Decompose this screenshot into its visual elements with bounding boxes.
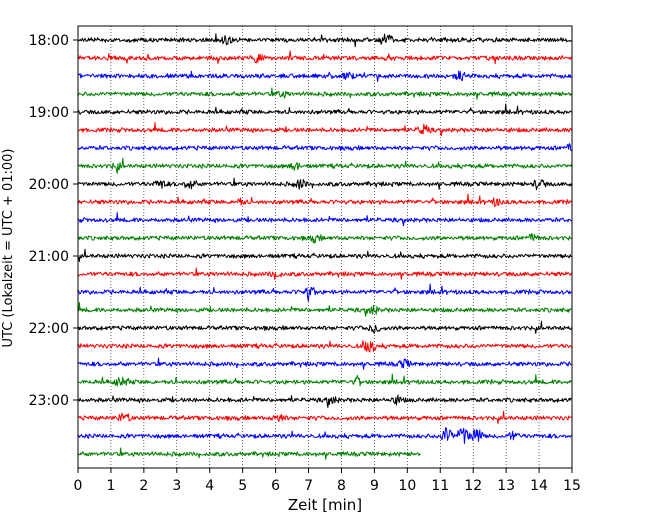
trace-1815	[77, 50, 572, 65]
trace-2215	[77, 340, 572, 353]
trace-2245	[77, 373, 572, 387]
trace-1800	[77, 33, 572, 48]
traces	[77, 33, 572, 460]
x-tick-label: 9	[370, 478, 379, 494]
plot-frame	[77, 25, 573, 469]
x-tick-label: 15	[563, 478, 581, 494]
trace-2015	[77, 193, 572, 208]
trace-2130	[77, 283, 572, 302]
y-axis-label: UTC (Lokalzeit = UTC + 01:00)	[1, 149, 16, 348]
x-tick-label: 1	[106, 478, 115, 494]
x-tick-label: 0	[74, 478, 83, 494]
trace-2030	[77, 212, 572, 227]
x-tick-label: 2	[139, 478, 148, 494]
x-tick-label: 4	[205, 478, 214, 494]
trace-2300	[77, 394, 572, 408]
x-tick-label: 13	[497, 478, 515, 494]
trace-2045	[77, 233, 572, 244]
x-tick-label: 7	[304, 478, 313, 494]
trace-2000	[77, 177, 572, 191]
x-tick-label: 11	[431, 478, 449, 494]
trace-2315	[77, 410, 572, 424]
x-axis-ticks: 0 1 2 3 4 5 6 7 8 9 10 11 12 13 14 15	[74, 468, 581, 494]
x-tick-label: 14	[530, 478, 548, 494]
trace-2345	[77, 447, 421, 460]
plot-area-background	[78, 26, 572, 468]
x-axis-label: Zeit [min]	[288, 496, 362, 514]
trace-2330	[77, 427, 572, 444]
y-axis-ticks: 18:00 19:00 20:00 21:00 22:00 23:00	[29, 33, 78, 409]
y-tick-label: 21:00	[29, 249, 69, 265]
trace-1945	[77, 157, 572, 174]
trace-1830	[77, 70, 572, 83]
y-tick-label: 22:00	[29, 321, 69, 337]
trace-1845	[77, 87, 572, 100]
x-tick-label: 3	[172, 478, 181, 494]
x-tick-label: 12	[464, 478, 482, 494]
trace-1900	[77, 103, 572, 115]
y-tick-label: 18:00	[29, 33, 69, 49]
trace-2200	[77, 320, 572, 334]
x-tick-label: 8	[337, 478, 346, 494]
trace-1930	[77, 143, 572, 152]
trace-2230	[77, 357, 572, 370]
trace-2100	[77, 248, 572, 262]
y-tick-label: 20:00	[29, 177, 69, 193]
x-tick-label: 6	[271, 478, 280, 494]
x-tick-label: 5	[238, 478, 247, 494]
trace-2145	[77, 302, 572, 317]
y-tick-label: 23:00	[29, 393, 69, 409]
y-tick-label: 19:00	[29, 105, 69, 121]
x-tick-label: 10	[398, 478, 416, 494]
trace-2115	[77, 267, 572, 280]
trace-1915	[77, 122, 572, 137]
